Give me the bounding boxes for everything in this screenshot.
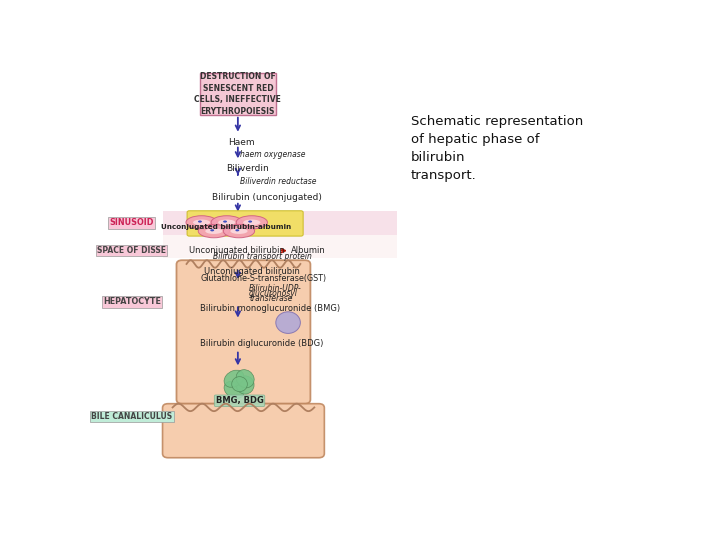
- Text: BILE CANALICULUS: BILE CANALICULUS: [91, 411, 172, 421]
- Ellipse shape: [198, 225, 230, 238]
- Text: Albumin: Albumin: [291, 246, 325, 255]
- Ellipse shape: [276, 312, 300, 333]
- Text: Bilirubin monoglucuronide (BMG): Bilirubin monoglucuronide (BMG): [200, 303, 340, 313]
- Text: Schematic representation
of hepatic phase of
bilirubin
transport.: Schematic representation of hepatic phas…: [411, 114, 583, 181]
- Text: Haem: Haem: [228, 138, 255, 147]
- Ellipse shape: [230, 228, 248, 234]
- Text: DESTRUCTION OF
SENESCENT RED
CELLS, INEFFECTIVE
ERYTHROPOIESIS: DESTRUCTION OF SENESCENT RED CELLS, INEF…: [194, 72, 282, 116]
- Ellipse shape: [224, 381, 244, 399]
- Text: Unconjugated bilirubin-albumin: Unconjugated bilirubin-albumin: [161, 224, 292, 230]
- Ellipse shape: [224, 370, 244, 387]
- Text: transferase: transferase: [249, 294, 292, 303]
- Ellipse shape: [236, 216, 267, 229]
- Text: Bilirubin (unconjugated): Bilirubin (unconjugated): [212, 193, 322, 201]
- Text: glucuronosyl: glucuronosyl: [249, 289, 298, 298]
- Text: Bilirubin transport protein: Bilirubin transport protein: [213, 252, 312, 261]
- Text: BMG, BDG: BMG, BDG: [215, 396, 264, 405]
- Text: Bilirubin-UDP-: Bilirubin-UDP-: [249, 284, 302, 293]
- Bar: [163, 235, 397, 258]
- Ellipse shape: [223, 225, 255, 238]
- FancyBboxPatch shape: [200, 73, 276, 115]
- Ellipse shape: [223, 220, 227, 222]
- Ellipse shape: [248, 220, 252, 222]
- Ellipse shape: [235, 229, 239, 231]
- Ellipse shape: [198, 220, 202, 222]
- FancyBboxPatch shape: [187, 211, 303, 236]
- Text: Biliverdin reductase: Biliverdin reductase: [240, 177, 316, 186]
- Text: Bilirubin diglucuronide (BDG): Bilirubin diglucuronide (BDG): [200, 339, 324, 348]
- Ellipse shape: [193, 220, 210, 225]
- Ellipse shape: [210, 229, 214, 231]
- Text: Biliverdin: Biliverdin: [226, 164, 269, 173]
- FancyBboxPatch shape: [176, 260, 310, 404]
- Ellipse shape: [186, 216, 217, 229]
- Ellipse shape: [205, 228, 222, 234]
- Text: HEPATOCYTE: HEPATOCYTE: [103, 298, 161, 306]
- Ellipse shape: [218, 220, 235, 225]
- FancyBboxPatch shape: [163, 404, 324, 458]
- Ellipse shape: [232, 377, 248, 392]
- Ellipse shape: [243, 220, 261, 225]
- Text: Glutathione-S-transferase(GST): Glutathione-S-transferase(GST): [200, 274, 327, 282]
- Ellipse shape: [236, 370, 254, 388]
- Text: Unconjugated bilirubin: Unconjugated bilirubin: [204, 267, 300, 276]
- Text: SPACE OF DISSE: SPACE OF DISSE: [97, 246, 166, 255]
- Text: Unconjugated bilirubin: Unconjugated bilirubin: [189, 246, 285, 255]
- Ellipse shape: [236, 376, 254, 394]
- Text: haem oxygenase: haem oxygenase: [240, 150, 305, 159]
- Bar: [163, 211, 397, 235]
- Ellipse shape: [211, 216, 243, 229]
- Text: SINUSOID: SINUSOID: [109, 218, 154, 227]
